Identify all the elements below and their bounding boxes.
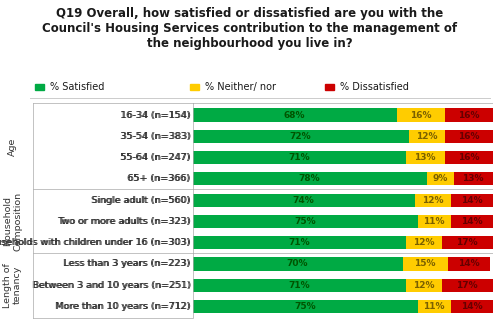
Bar bbox=[192, 257, 402, 271]
Text: 35-54 (n=383): 35-54 (n=383) bbox=[120, 132, 190, 141]
Text: Between 3 and 10 years (n=251): Between 3 and 10 years (n=251) bbox=[32, 281, 190, 290]
Text: Between 3 and 10 years (n=251): Between 3 and 10 years (n=251) bbox=[32, 281, 191, 290]
Text: % Dissatisfied: % Dissatisfied bbox=[340, 82, 409, 92]
Text: 74%: 74% bbox=[292, 195, 314, 205]
Text: 65+ (n=366): 65+ (n=366) bbox=[128, 174, 190, 183]
Text: Less than 3 years (n=223): Less than 3 years (n=223) bbox=[64, 259, 191, 268]
Text: 75%: 75% bbox=[294, 302, 316, 311]
Text: 71%: 71% bbox=[288, 153, 310, 162]
Bar bbox=[442, 236, 492, 249]
Bar bbox=[192, 278, 406, 292]
Text: Single adult (n=560): Single adult (n=560) bbox=[92, 195, 191, 205]
Text: Households with children under 16 (n=303): Households with children under 16 (n=303… bbox=[0, 238, 190, 247]
Bar bbox=[406, 278, 442, 292]
Bar bbox=[402, 257, 448, 271]
Text: 75%: 75% bbox=[294, 217, 316, 226]
Text: 14%: 14% bbox=[460, 302, 482, 311]
Text: 71%: 71% bbox=[288, 238, 310, 247]
Bar bbox=[408, 130, 444, 143]
Text: Less than 3 years (n=223): Less than 3 years (n=223) bbox=[64, 259, 190, 268]
Bar bbox=[426, 172, 454, 185]
Text: 13%: 13% bbox=[414, 153, 436, 162]
Text: 16-34 (n=154): 16-34 (n=154) bbox=[121, 111, 191, 119]
Text: More than 10 years (n=712): More than 10 years (n=712) bbox=[56, 302, 191, 311]
Bar bbox=[414, 194, 450, 207]
Bar bbox=[442, 278, 492, 292]
Bar bbox=[444, 151, 492, 164]
Text: 12%: 12% bbox=[422, 195, 444, 205]
Bar bbox=[192, 172, 426, 185]
Text: % Satisfied: % Satisfied bbox=[50, 82, 104, 92]
Bar bbox=[192, 215, 418, 228]
Text: 35-54 (n=383): 35-54 (n=383) bbox=[121, 132, 191, 141]
Bar bbox=[450, 300, 492, 313]
Bar bbox=[192, 151, 406, 164]
Bar bbox=[192, 109, 396, 122]
Bar bbox=[192, 300, 418, 313]
Bar bbox=[418, 300, 450, 313]
Text: 12%: 12% bbox=[413, 281, 434, 290]
Bar bbox=[444, 109, 492, 122]
Text: Age: Age bbox=[8, 138, 17, 156]
Text: Household
Composition: Household Composition bbox=[3, 192, 22, 251]
Text: 17%: 17% bbox=[456, 238, 478, 247]
Bar bbox=[454, 172, 492, 185]
Text: Length of
tenancy: Length of tenancy bbox=[3, 263, 22, 308]
Text: 71%: 71% bbox=[288, 281, 310, 290]
Text: 68%: 68% bbox=[284, 111, 305, 119]
Text: 55-64 (n=247): 55-64 (n=247) bbox=[121, 153, 191, 162]
Text: 16%: 16% bbox=[410, 111, 431, 119]
Text: 72%: 72% bbox=[290, 132, 312, 141]
Text: 70%: 70% bbox=[287, 259, 308, 268]
Bar bbox=[406, 151, 444, 164]
Text: 14%: 14% bbox=[460, 217, 482, 226]
Text: Two or more adults (n=323): Two or more adults (n=323) bbox=[58, 217, 191, 226]
Bar bbox=[192, 130, 408, 143]
Text: 16%: 16% bbox=[458, 153, 479, 162]
Text: 55-64 (n=247): 55-64 (n=247) bbox=[120, 153, 190, 162]
Text: Q19 Overall, how satisfied or dissatisfied are you with the
Council's Housing Se: Q19 Overall, how satisfied or dissatisfi… bbox=[42, 7, 458, 50]
Text: Households with children under 16 (n=303): Households with children under 16 (n=303… bbox=[0, 238, 191, 247]
Text: % Neither/ nor: % Neither/ nor bbox=[205, 82, 276, 92]
Bar bbox=[192, 194, 414, 207]
Bar bbox=[450, 194, 492, 207]
Bar bbox=[450, 215, 492, 228]
Text: 65+ (n=366): 65+ (n=366) bbox=[128, 174, 191, 183]
Text: 12%: 12% bbox=[416, 132, 437, 141]
Text: 14%: 14% bbox=[458, 259, 479, 268]
Text: 9%: 9% bbox=[432, 174, 448, 183]
Bar bbox=[444, 130, 492, 143]
Bar bbox=[406, 236, 442, 249]
Text: 78%: 78% bbox=[298, 174, 320, 183]
Bar bbox=[418, 215, 450, 228]
Text: 15%: 15% bbox=[414, 259, 436, 268]
Bar bbox=[396, 109, 444, 122]
Text: More than 10 years (n=712): More than 10 years (n=712) bbox=[55, 302, 190, 311]
Text: 13%: 13% bbox=[462, 174, 484, 183]
Text: 16%: 16% bbox=[458, 111, 479, 119]
Text: Two or more adults (n=323): Two or more adults (n=323) bbox=[57, 217, 190, 226]
Text: 16-34 (n=154): 16-34 (n=154) bbox=[120, 111, 190, 119]
Bar bbox=[192, 236, 406, 249]
Text: 14%: 14% bbox=[460, 195, 482, 205]
Text: 12%: 12% bbox=[413, 238, 434, 247]
Text: 17%: 17% bbox=[456, 281, 478, 290]
Bar bbox=[448, 257, 490, 271]
Text: 16%: 16% bbox=[458, 132, 479, 141]
Text: 11%: 11% bbox=[423, 302, 445, 311]
Text: Single adult (n=560): Single adult (n=560) bbox=[91, 195, 190, 205]
Text: 11%: 11% bbox=[423, 217, 445, 226]
